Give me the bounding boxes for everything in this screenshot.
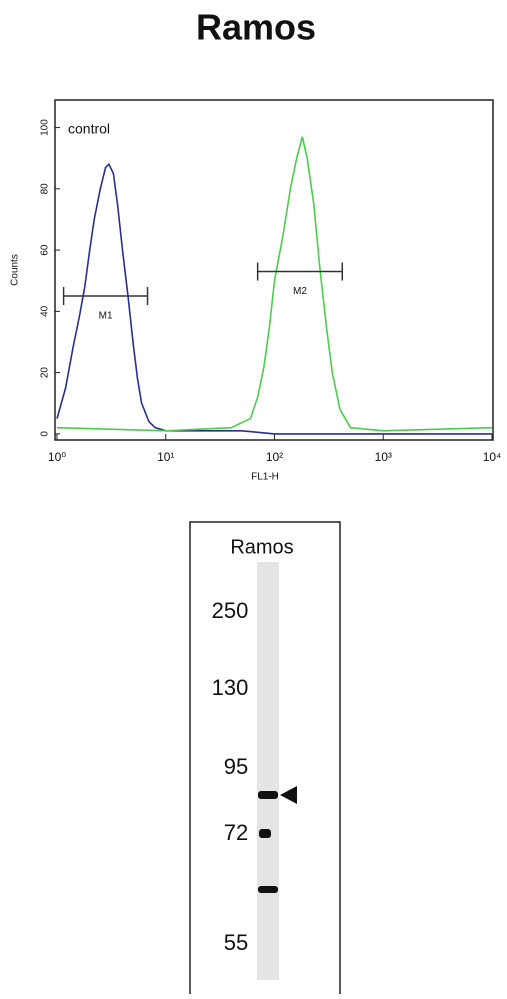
y-tick-label: 40 <box>40 305 51 317</box>
x-tick-label: 10² <box>266 450 283 464</box>
y-tick-label: 60 <box>40 244 51 256</box>
figure-title: Ramos <box>196 7 316 48</box>
ladder-label: 55 <box>224 930 248 955</box>
y-tick-label: 80 <box>40 183 51 195</box>
gate-label: M1 <box>99 311 113 322</box>
y-tick-label: 0 <box>40 431 51 437</box>
ladder-label: 130 <box>212 675 249 700</box>
y-axis-label: Counts <box>10 254 21 286</box>
band <box>259 829 271 838</box>
x-axis-label: FL1-H <box>251 472 279 483</box>
x-tick-label: 10⁴ <box>483 450 502 464</box>
gate-label: M2 <box>293 286 307 297</box>
y-tick-label: 100 <box>40 119 51 136</box>
x-tick-label: 10⁰ <box>48 450 66 464</box>
x-tick-label: 10¹ <box>157 450 174 464</box>
band <box>258 886 278 893</box>
figure: Ramos control Counts FL1-H Ramos 250 130… <box>0 0 507 994</box>
annotation: control <box>68 121 110 137</box>
histogram-line <box>57 137 492 431</box>
y-tick-label: 20 <box>40 367 51 379</box>
lane-label: Ramos <box>230 536 293 558</box>
band <box>258 791 278 799</box>
plot-frame <box>55 100 493 440</box>
ladder-label: 72 <box>224 820 248 845</box>
ladder-label: 95 <box>224 754 248 779</box>
ladder-label: 250 <box>212 598 249 623</box>
lane <box>257 562 279 980</box>
x-tick-label: 10³ <box>375 450 392 464</box>
histogram-line <box>57 164 492 434</box>
